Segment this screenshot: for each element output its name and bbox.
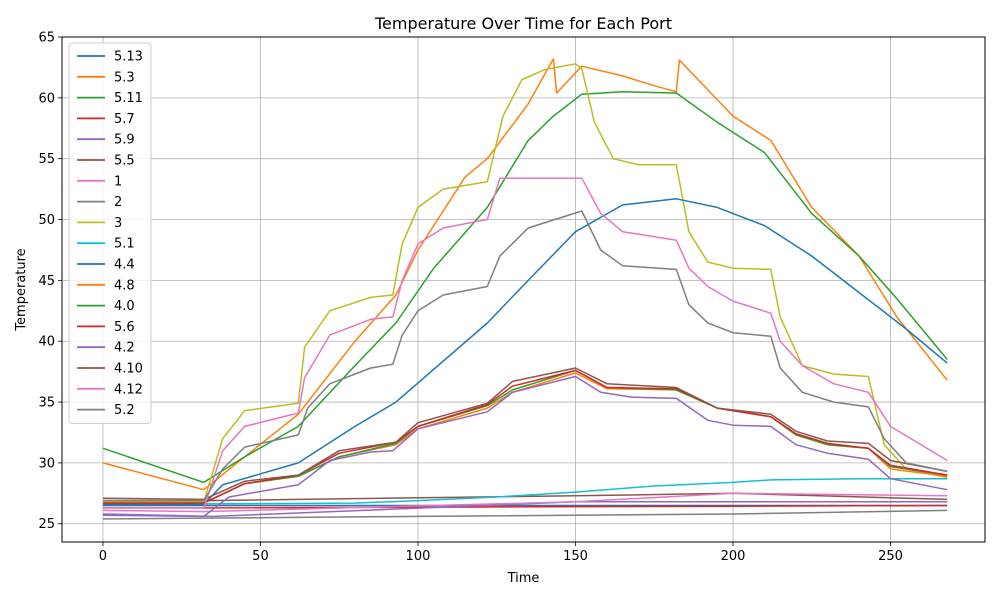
plot-frame (61, 36, 986, 543)
axis-ticks: 0 50 100 150 200 250 25 30 35 40 45 50 55 60 65 (38, 31, 902, 565)
series-line-5-1 (102, 477, 948, 506)
legend-label: 5.6 (114, 320, 135, 335)
y-tick-label: 50 (38, 213, 55, 228)
x-tick-label: 50 (252, 549, 269, 564)
y-tick-label: 25 (38, 517, 55, 532)
legend-label: 5.11 (114, 91, 143, 106)
y-axis-title: Temperature (14, 248, 29, 331)
x-tick-label: 150 (563, 549, 588, 564)
series-line-3 (103, 63, 948, 503)
legend-label: 5.9 (114, 133, 135, 148)
legend-label: 5.3 (114, 70, 135, 85)
series-line-4-10 (102, 367, 948, 501)
y-tick-label: 55 (38, 152, 55, 167)
legend: 5.13 5.3 5.11 5.7 5.9 5.5 1 2 3 5.1 4.4 4.8 4.0 5.6 4.… (68, 42, 152, 424)
legend-label: 4.10 (114, 362, 143, 377)
legend-label: 4.0 (114, 299, 135, 314)
series-lines (102, 58, 948, 520)
series-line-5-3 (102, 58, 948, 491)
legend-label: 5.13 (114, 50, 143, 65)
legend-label: 3 (114, 216, 122, 231)
series-line-5-11 (102, 91, 948, 484)
legend-label: 4.12 (114, 382, 143, 397)
series-line-5-2 (103, 210, 948, 502)
y-tick-label: 30 (38, 456, 55, 471)
x-tick-label: 100 (406, 549, 431, 564)
legend-label: 5.2 (114, 403, 135, 418)
legend-box (68, 42, 152, 424)
y-tick-label: 40 (38, 335, 55, 350)
chart-title: Temperature Over Time for Each Port (374, 14, 672, 33)
x-tick-label: 0 (99, 549, 107, 564)
legend-label: 4.2 (114, 341, 135, 356)
series-line-4-4 (103, 198, 948, 506)
x-tick-label: 200 (721, 549, 746, 564)
legend-label: 5.5 (114, 154, 135, 169)
legend-label: 5.1 (114, 237, 135, 252)
x-axis-title: Time (507, 571, 540, 586)
y-tick-label: 45 (38, 274, 55, 289)
series-line-4-2 (102, 375, 948, 518)
x-tick-label: 250 (878, 549, 903, 564)
series-line-1 (102, 492, 948, 513)
legend-label: 5.7 (114, 112, 135, 127)
legend-label: 4.8 (114, 278, 135, 293)
y-tick-label: 60 (38, 91, 55, 106)
legend-label: 4.4 (114, 258, 135, 273)
legend-label: 1 (114, 174, 122, 189)
legend-label: 2 (114, 195, 122, 210)
series-line-2 (102, 509, 948, 520)
series-line-4-12 (103, 177, 948, 509)
y-tick-label: 65 (38, 31, 55, 46)
y-tick-label: 35 (38, 396, 55, 411)
